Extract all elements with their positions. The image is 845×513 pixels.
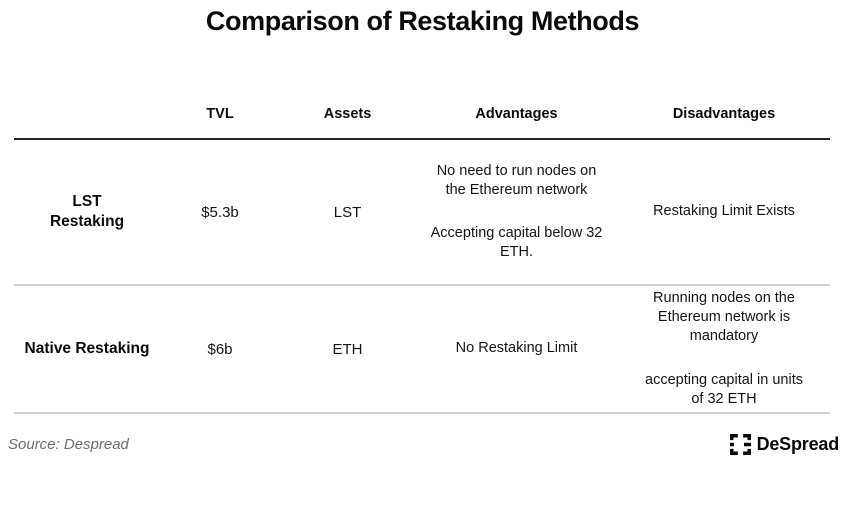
cell-paragraph: Running nodes on the Ethereum network is…: [653, 290, 795, 345]
source-note: Source: Despread: [8, 436, 129, 453]
despread-bracket-icon: [729, 434, 751, 455]
table-header-row: TVL Assets Advantages Disadvantages: [14, 89, 830, 140]
disadvantages-cell: Restaking Limit Exists: [618, 202, 830, 221]
header-cell-assets: Assets: [323, 105, 372, 122]
header-cell-tvl: TVL: [206, 105, 234, 122]
method-cell: Native Restaking: [24, 339, 150, 357]
tvl-cell: $6b: [207, 340, 233, 358]
brand-logo: DeSpread: [729, 434, 840, 455]
header-cell-disadvantages: Disadvantages: [672, 105, 776, 122]
assets-cell: ETH: [332, 340, 363, 358]
cell-paragraph: No need to run nodes on the Ethereum net…: [436, 162, 597, 198]
cell-paragraph: Restaking Limit Exists: [653, 203, 795, 220]
page-title: Comparison of Restaking Methods: [205, 6, 640, 36]
cell-paragraph: No Restaking Limit: [455, 340, 578, 357]
table-row-native-restaking: Native Restaking $6b ETH No Restaking Li…: [14, 286, 830, 414]
disadvantages-cell: Running nodes on the Ethereum network is…: [618, 289, 830, 409]
restaking-comparison-infographic: Comparison of Restaking Methods TVL Asse…: [0, 6, 845, 513]
table-row-lst-restaking: LST Restaking $5.3b LST No need to run n…: [14, 140, 830, 286]
header-cell-advantages: Advantages: [475, 105, 558, 122]
advantages-cell: No need to run nodes on the Ethereum net…: [415, 162, 618, 263]
comparison-table: TVL Assets Advantages Disadvantages LST …: [14, 89, 830, 414]
cell-paragraph: Accepting capital below 32 ETH.: [430, 225, 603, 261]
cell-paragraph: accepting capital in units of 32 ETH: [645, 371, 803, 407]
assets-cell: LST: [333, 203, 362, 221]
tvl-cell: $5.3b: [201, 203, 239, 221]
footer: Source: Despread DeSpread: [8, 434, 839, 455]
advantages-cell: No Restaking Limit: [415, 339, 618, 358]
method-cell: LST Restaking: [49, 192, 125, 230]
brand-name: DeSpread: [756, 434, 840, 454]
